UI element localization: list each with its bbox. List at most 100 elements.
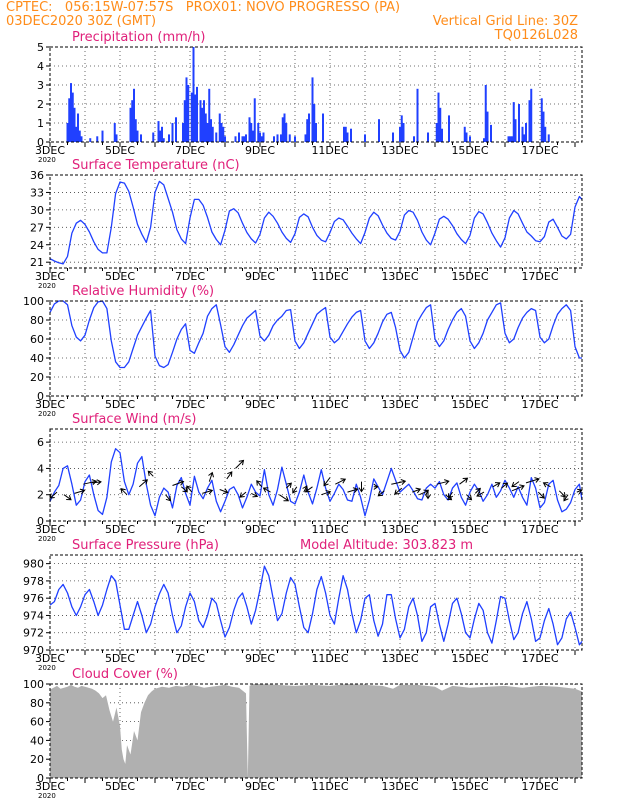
rh-xtick-label: 3DEC bbox=[35, 398, 65, 411]
temp-xtick-label: 15DEC bbox=[451, 270, 488, 283]
rh-year-label: 2020 bbox=[38, 410, 56, 418]
precip-bar bbox=[530, 88, 533, 142]
precip-frame bbox=[49, 46, 583, 143]
precip-bar bbox=[201, 107, 204, 142]
pressure-xtick-label: 9DEC bbox=[245, 652, 275, 665]
wind-vector-arrow bbox=[474, 487, 481, 494]
precip-xtick-label: 17DEC bbox=[521, 144, 558, 157]
precip-bar bbox=[315, 123, 317, 142]
cloud-xtick-label: 13DEC bbox=[381, 780, 418, 793]
precip-bar bbox=[313, 104, 316, 142]
precip-bar bbox=[211, 126, 214, 142]
wind-vector-arrow bbox=[447, 491, 454, 499]
rh-title: Relative Humidity (%) bbox=[72, 284, 214, 299]
precip-bar bbox=[241, 136, 244, 142]
precip-bar bbox=[245, 134, 247, 142]
wind-xtick-label: 5DEC bbox=[105, 523, 135, 536]
precip-bar bbox=[523, 134, 526, 142]
precip-bar bbox=[250, 123, 253, 142]
cloud-xtick-label: 9DEC bbox=[245, 780, 275, 793]
precip-bar bbox=[483, 138, 485, 142]
precip-bar bbox=[257, 123, 260, 142]
precip-bar bbox=[288, 134, 291, 142]
precip-bar bbox=[192, 47, 195, 142]
pressure-xtick-label: 15DEC bbox=[451, 652, 488, 665]
wind-ytick-label: 4 bbox=[37, 462, 44, 475]
precip-bar bbox=[435, 123, 438, 142]
wind-vector-arrow bbox=[424, 489, 432, 500]
wind-vector-arrow bbox=[91, 479, 102, 486]
wind-vector-arrow bbox=[251, 492, 259, 498]
pressure-frame bbox=[49, 554, 583, 651]
pressure-ytick-label: 970 bbox=[23, 644, 44, 657]
precip-bar bbox=[199, 100, 202, 142]
precip-bar bbox=[224, 136, 226, 142]
rh-xtick-label: 15DEC bbox=[451, 398, 488, 411]
wind-vector-arrow bbox=[180, 486, 189, 493]
precip-bar bbox=[463, 126, 466, 142]
cloud-xtick-label: 5DEC bbox=[105, 780, 135, 793]
precip-bar bbox=[509, 136, 512, 142]
precip-xtick-label: 13DEC bbox=[381, 144, 418, 157]
precip-bar bbox=[203, 100, 205, 142]
precip-bar bbox=[260, 136, 263, 142]
wind-vector-arrow bbox=[83, 479, 98, 485]
rh-xtick-label: 17DEC bbox=[521, 398, 558, 411]
precip-bar bbox=[131, 100, 134, 142]
rh-frame bbox=[49, 300, 583, 397]
wind-vector-arrow bbox=[412, 487, 422, 494]
pressure-xtick-label: 5DEC bbox=[105, 652, 135, 665]
precip-bar bbox=[168, 134, 170, 142]
precip-bar bbox=[115, 134, 118, 142]
pressure-ytick-label: 972 bbox=[23, 627, 44, 640]
precip-bar bbox=[96, 136, 99, 142]
wind-year-label: 2020 bbox=[38, 535, 56, 543]
precip-bar bbox=[71, 92, 74, 142]
temp-xtick-label: 7DEC bbox=[175, 270, 205, 283]
wind-vector-arrow bbox=[302, 485, 308, 493]
wind-vector-arrow bbox=[235, 459, 245, 469]
wind-vector-arrow bbox=[373, 483, 379, 490]
precip-bar bbox=[392, 132, 394, 142]
rh-ytick-label: 40 bbox=[30, 352, 44, 365]
wind-xtick-label: 15DEC bbox=[451, 523, 488, 536]
precip-xtick-label: 3DEC bbox=[35, 144, 65, 157]
wind-vector-arrow bbox=[323, 477, 331, 487]
precip-bar bbox=[78, 130, 81, 142]
wind-vector-arrow bbox=[202, 488, 214, 495]
precip-bar bbox=[441, 128, 443, 142]
precip-bar bbox=[344, 126, 347, 142]
wind-vector-arrow bbox=[347, 487, 359, 494]
pressure-model-altitude: Model Altitude: 303.823 m bbox=[300, 538, 473, 553]
precip-bar bbox=[346, 132, 349, 142]
wind-vector-arrow bbox=[262, 487, 271, 493]
precip-bar bbox=[171, 123, 174, 142]
wind-vector-arrow bbox=[537, 491, 545, 499]
precip-xtick-label: 5DEC bbox=[105, 144, 135, 157]
temp-series-line bbox=[49, 180, 583, 265]
rh-xtick-label: 9DEC bbox=[245, 398, 275, 411]
precip-ytick-label: 5 bbox=[37, 41, 44, 54]
precip-bar bbox=[547, 134, 550, 142]
wind-vector-arrow bbox=[256, 480, 263, 488]
cloud-ytick-label: 100 bbox=[23, 678, 44, 691]
wind-vector-arrow bbox=[226, 471, 233, 480]
cloud-title: Cloud Cover (%) bbox=[72, 667, 178, 682]
rh-ytick-label: 0 bbox=[37, 390, 44, 403]
precip-bar bbox=[187, 85, 190, 142]
rh-ytick-label: 80 bbox=[30, 314, 44, 327]
precip-bar bbox=[208, 88, 211, 142]
precip-bar bbox=[378, 119, 380, 142]
wind-vector-arrow bbox=[239, 491, 247, 498]
model-code: TQ0126L028 bbox=[494, 28, 578, 43]
precip-bar bbox=[490, 124, 492, 142]
precip-bar bbox=[448, 115, 450, 142]
precip-bar bbox=[283, 113, 286, 142]
wind-vector-arrow bbox=[563, 494, 569, 502]
wind-vector-arrow bbox=[542, 482, 551, 488]
wind-xtick-label: 13DEC bbox=[381, 523, 418, 536]
precip-bar bbox=[469, 136, 471, 142]
precip-bar bbox=[273, 136, 275, 142]
wind-title: Surface Wind (m/s) bbox=[72, 412, 196, 427]
